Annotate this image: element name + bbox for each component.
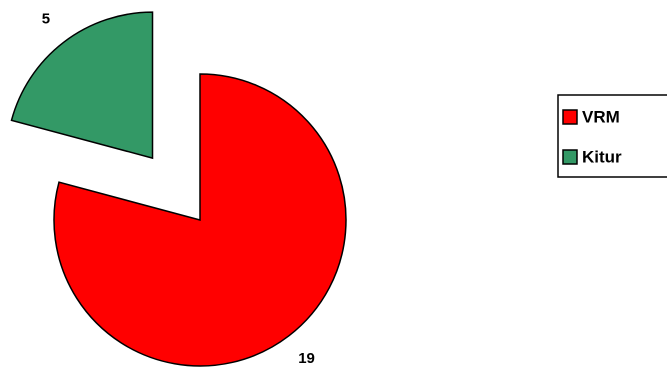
pie-slice	[10, 11, 154, 160]
legend-label: VRM	[582, 107, 620, 126]
legend-swatch	[562, 149, 578, 165]
legend-label: Kitur	[582, 147, 622, 166]
legend-swatch	[562, 109, 578, 125]
pie-slice	[53, 73, 347, 367]
data-label: 19	[298, 350, 315, 367]
data-label: 5	[42, 10, 50, 27]
